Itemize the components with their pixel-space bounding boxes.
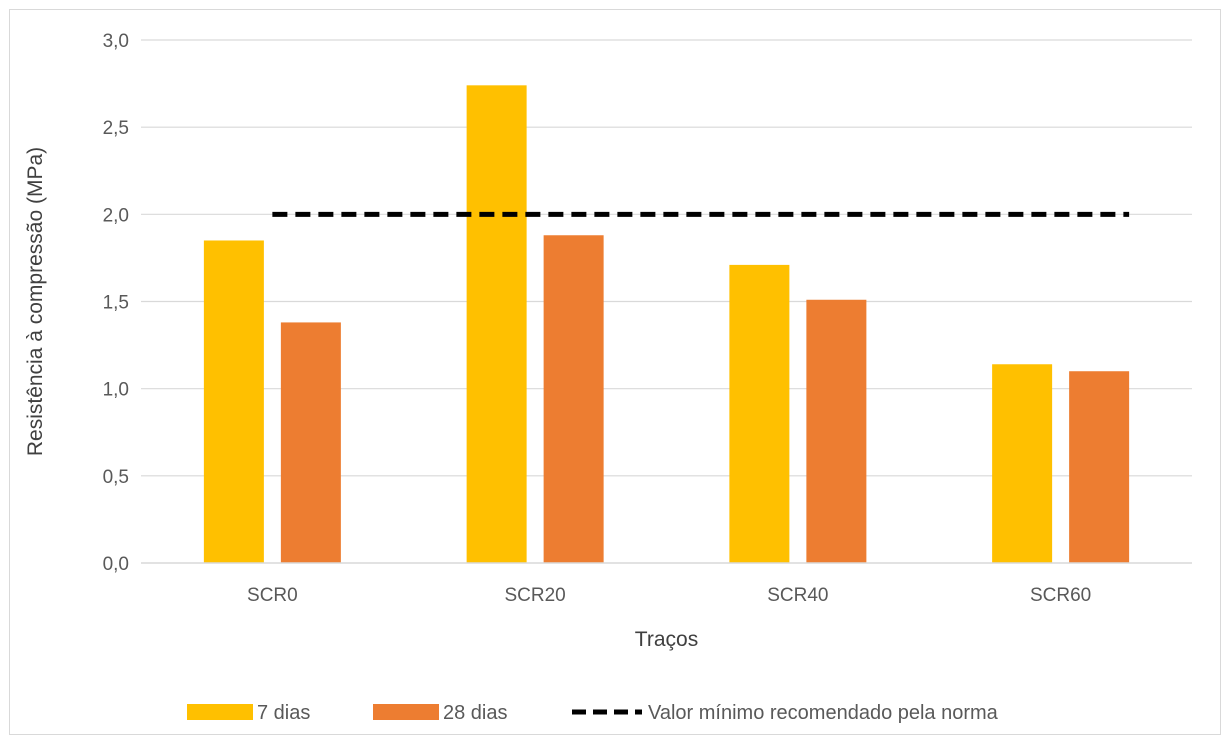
bar-scr20-28-dias	[543, 235, 604, 563]
bars	[203, 85, 1130, 564]
legend-label: 28 dias	[443, 702, 508, 724]
legend-label: Valor mínimo recomendado pela norma	[648, 702, 999, 724]
bar-scr60-28-dias	[1069, 371, 1130, 563]
bar-scr40-28-dias	[806, 299, 867, 563]
x-tick-label: SCR20	[505, 585, 566, 606]
y-tick-label: 0,0	[103, 554, 129, 575]
x-tick-label: SCR40	[767, 585, 828, 606]
bar-scr0-7-dias	[203, 240, 264, 563]
legend-swatch	[187, 704, 253, 720]
y-tick-label: 0,5	[103, 467, 129, 488]
legend-item-7-dias: 7 dias	[187, 702, 310, 724]
y-tick-label: 2,5	[103, 118, 129, 139]
y-tick-label: 2,0	[103, 205, 129, 226]
legend-item-28-dias: 28 dias	[373, 702, 508, 724]
y-tick-label: 3,0	[103, 31, 129, 52]
x-tick-label: SCR60	[1030, 585, 1091, 606]
legend: 7 dias 28 dias Valor mínimo recomendado pe…	[187, 702, 999, 724]
y-axis-title: Resistência à compressão (MPa)	[24, 147, 47, 456]
y-tick-label: 1,5	[103, 293, 129, 314]
x-tick-label: SCR0	[247, 585, 298, 606]
bar-scr0-28-dias	[280, 322, 341, 563]
legend-label: 7 dias	[257, 702, 310, 724]
legend-swatch	[373, 704, 439, 720]
y-axis-ticks: 0,0 0,5 1,0 1,5 2,0 2,5 3,0	[103, 31, 129, 575]
x-axis-ticks: SCR0 SCR20 SCR40 SCR60	[247, 585, 1091, 606]
legend-item-reference: Valor mínimo recomendado pela norma	[572, 702, 999, 724]
bar-scr60-7-dias	[992, 364, 1053, 563]
bar-scr40-7-dias	[729, 264, 790, 563]
bar-scr20-7-dias	[466, 85, 527, 564]
x-axis-title: Traços	[635, 628, 698, 651]
y-tick-label: 1,0	[103, 380, 129, 401]
